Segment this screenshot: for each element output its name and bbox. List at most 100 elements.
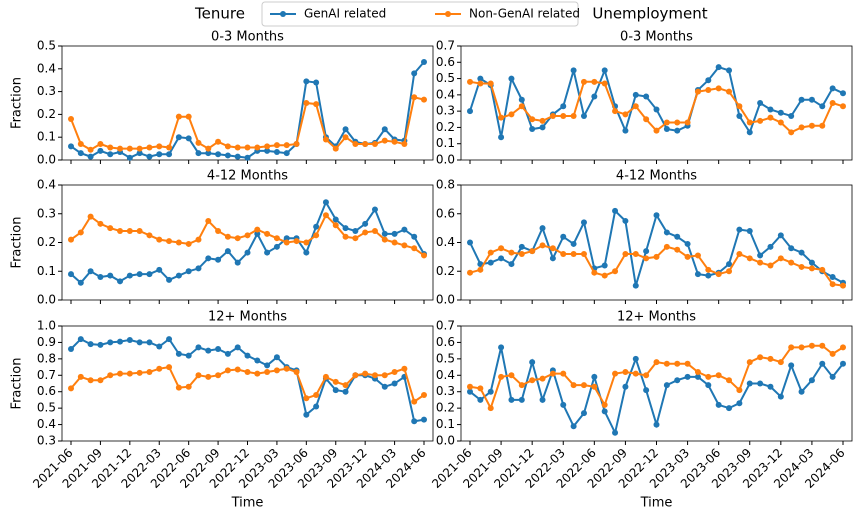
- data-point: [97, 274, 104, 280]
- y-tick-label: 0.6: [436, 335, 455, 349]
- data-point: [77, 336, 84, 343]
- data-point: [234, 259, 241, 266]
- data-point: [767, 106, 774, 113]
- data-point: [411, 233, 418, 240]
- data-point: [539, 242, 546, 249]
- y-tick-label: 0.1: [436, 417, 455, 431]
- data-point: [283, 142, 290, 149]
- data-point: [560, 233, 567, 240]
- data-point: [313, 79, 320, 86]
- data-point: [674, 119, 681, 126]
- data-point: [303, 239, 310, 246]
- data-point: [166, 238, 173, 245]
- data-point: [653, 106, 660, 113]
- data-point: [381, 236, 388, 243]
- data-point: [726, 261, 733, 268]
- data-point: [136, 271, 143, 278]
- y-tick-label: 0.5: [37, 401, 56, 415]
- data-point: [736, 251, 743, 257]
- data-point: [224, 152, 231, 159]
- data-point: [663, 119, 670, 126]
- data-point: [612, 429, 619, 436]
- data-point: [757, 380, 764, 387]
- data-point: [391, 138, 398, 145]
- legend-label: GenAI related: [304, 7, 386, 21]
- data-point: [612, 108, 619, 115]
- data-point: [411, 70, 418, 77]
- data-point: [264, 249, 271, 256]
- data-point: [401, 226, 408, 233]
- data-point: [498, 245, 505, 252]
- data-point: [156, 343, 163, 350]
- data-point: [234, 153, 241, 160]
- data-point: [156, 266, 163, 273]
- data-point: [539, 124, 546, 131]
- data-point: [391, 369, 398, 375]
- y-tick-label: 0.2: [436, 264, 455, 278]
- data-point: [746, 255, 753, 262]
- data-point: [808, 96, 815, 103]
- data-point: [166, 151, 173, 158]
- data-point: [580, 251, 587, 257]
- y-axis-label: Fraction: [10, 217, 25, 269]
- data-point: [798, 249, 805, 256]
- data-point: [643, 387, 650, 394]
- data-point: [215, 228, 222, 234]
- data-point: [684, 119, 691, 126]
- data-point: [421, 96, 427, 103]
- data-point: [622, 383, 629, 390]
- data-point: [808, 259, 815, 266]
- data-point: [767, 262, 774, 269]
- data-point: [726, 67, 733, 74]
- data-point: [185, 113, 192, 120]
- data-point: [362, 141, 369, 148]
- data-point: [622, 111, 629, 118]
- data-point: [273, 235, 280, 242]
- data-point: [508, 111, 515, 118]
- data-point: [136, 228, 143, 234]
- axes-frame: [460, 45, 853, 161]
- data-point: [146, 369, 153, 375]
- data-point: [643, 116, 650, 123]
- data-point: [663, 360, 670, 367]
- data-point: [653, 359, 660, 366]
- data-point: [632, 282, 639, 289]
- data-point: [560, 251, 567, 257]
- data-point: [684, 253, 691, 260]
- data-point: [726, 405, 733, 412]
- data-point: [539, 225, 546, 232]
- data-point: [570, 382, 577, 389]
- data-point: [477, 266, 484, 273]
- data-point: [591, 383, 598, 390]
- data-point: [580, 78, 587, 85]
- data-point: [264, 143, 271, 150]
- data-point: [777, 232, 784, 239]
- data-point: [381, 383, 388, 390]
- data-point: [643, 372, 650, 379]
- data-point: [612, 268, 619, 275]
- data-point: [508, 372, 515, 379]
- data-point: [273, 142, 280, 149]
- data-point: [487, 259, 494, 266]
- data-point: [580, 382, 587, 389]
- data-point: [518, 251, 525, 257]
- data-point: [705, 266, 712, 273]
- data-point: [529, 248, 536, 255]
- data-point: [467, 388, 473, 395]
- data-point: [283, 150, 290, 157]
- data-point: [819, 266, 826, 273]
- data-point: [674, 127, 681, 134]
- data-point: [829, 274, 836, 280]
- data-point: [612, 207, 619, 214]
- data-point: [322, 136, 329, 143]
- data-point: [777, 393, 784, 400]
- y-tick-label: 0.7: [436, 319, 455, 333]
- data-point: [570, 423, 577, 430]
- data-point: [107, 144, 114, 151]
- data-point: [674, 360, 681, 367]
- legend-marker: [445, 11, 451, 17]
- y-tick-label: 0.5: [436, 351, 455, 365]
- data-point: [283, 235, 290, 242]
- data-point: [788, 344, 795, 351]
- series-line: [469, 208, 844, 286]
